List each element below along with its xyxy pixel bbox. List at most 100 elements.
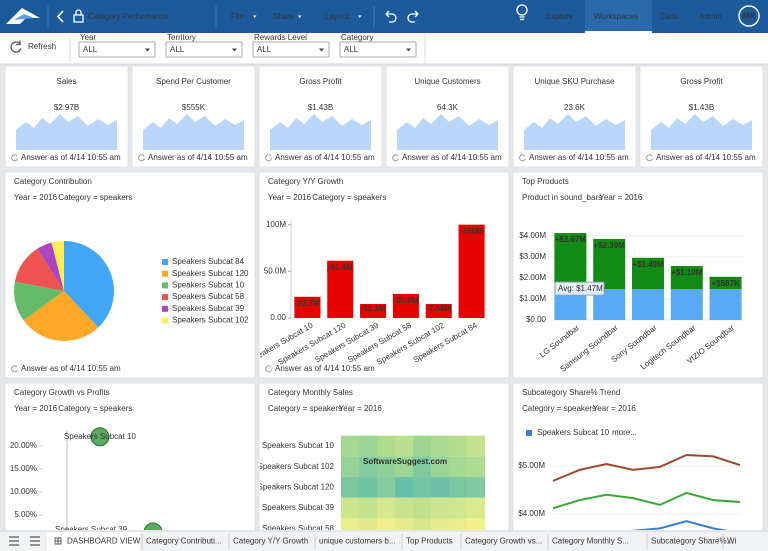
line-series[interactable]	[552, 491, 741, 510]
nav-link[interactable]: Data	[661, 12, 678, 21]
heatmap-cell[interactable]	[341, 497, 359, 519]
heatmap-cell[interactable]	[377, 477, 395, 498]
heatmap-cell[interactable]	[341, 435, 359, 457]
heatmap-cell[interactable]	[431, 435, 449, 457]
heatmap-cell[interactable]	[413, 435, 431, 457]
tab[interactable]: Subcategory Share%...	[651, 537, 733, 546]
pie-slice[interactable]	[64, 241, 114, 328]
heatmap-cell[interactable]	[431, 456, 449, 478]
bubble[interactable]	[143, 522, 163, 541]
heatmap-cell[interactable]	[377, 435, 395, 457]
heatmap-cell[interactable]	[377, 518, 395, 539]
filter-select[interactable]	[252, 41, 330, 58]
filter-select[interactable]	[339, 41, 417, 58]
heatmap-cell[interactable]	[467, 456, 485, 478]
panel-filter: Category = speakers	[268, 404, 342, 413]
heatmap-cell[interactable]	[359, 518, 377, 539]
heatmap-cell[interactable]	[449, 456, 467, 478]
pie-slice[interactable]	[51, 241, 64, 291]
heatmap-cell[interactable]	[395, 477, 413, 498]
bar[interactable]	[554, 233, 587, 290]
filter-select[interactable]	[78, 41, 156, 58]
bar-base[interactable]	[632, 289, 664, 320]
bubble[interactable]	[90, 427, 110, 447]
bar[interactable]	[458, 224, 485, 318]
tab[interactable]: Category Growth vs...	[465, 537, 542, 546]
heatmap-cell[interactable]	[431, 497, 449, 519]
heatmap-cell[interactable]	[413, 518, 431, 539]
heatmap-cell[interactable]	[359, 497, 377, 519]
heatmap-cell[interactable]	[449, 477, 467, 498]
heatmap-cell[interactable]	[449, 518, 467, 539]
bar[interactable]	[425, 310, 452, 318]
legend-label[interactable]: Speakers Subcat 10	[172, 281, 245, 290]
legend-more[interactable]: more...	[612, 428, 637, 437]
redo-button[interactable]	[407, 10, 419, 23]
pie-slice[interactable]	[14, 248, 65, 291]
tab[interactable]: Category Monthly S...	[552, 537, 629, 546]
legend-label[interactable]: Speakers Subcat 39	[172, 304, 245, 313]
heatmap-cell[interactable]	[413, 497, 431, 519]
menu-item[interactable]: Layout	[325, 12, 350, 21]
legend-label[interactable]: Speakers Subcat 84	[172, 257, 245, 266]
bar[interactable]	[709, 276, 742, 290]
refresh-button[interactable]: Refresh	[28, 42, 56, 51]
bar-base[interactable]	[670, 289, 703, 320]
heatmap-cell[interactable]	[377, 456, 395, 478]
legend-label[interactable]: Speakers Subcat 120	[172, 269, 249, 278]
pie-slice[interactable]	[14, 281, 64, 321]
filter-value: ALL	[83, 45, 98, 54]
bar[interactable]	[632, 257, 664, 290]
bar-base[interactable]	[709, 289, 742, 320]
nav-link[interactable]: Explore	[546, 12, 574, 21]
tab[interactable]: Category Y/Y Growth	[233, 537, 308, 546]
tab[interactable]: DASHBOARD VIEW	[67, 537, 141, 546]
heatmap-cell[interactable]	[341, 518, 359, 539]
legend-label[interactable]: Speakers Subcat 10	[537, 428, 610, 437]
menu-icon[interactable]	[30, 536, 40, 546]
heatmap-cell[interactable]	[395, 456, 413, 478]
legend-label[interactable]: Speakers Subcat 58	[172, 292, 245, 301]
bar[interactable]	[670, 266, 703, 290]
menu-item[interactable]: Share	[273, 12, 295, 21]
heatmap-cell[interactable]	[341, 456, 359, 478]
pie-slice[interactable]	[23, 291, 99, 341]
idea-button[interactable]	[516, 4, 528, 21]
heatmap-cell[interactable]	[467, 435, 485, 457]
heatmap-cell[interactable]	[359, 435, 377, 457]
heatmap-cell[interactable]	[341, 477, 359, 498]
nav-link[interactable]: Admin	[699, 12, 722, 21]
heatmap-cell[interactable]	[395, 518, 413, 539]
tab[interactable]: unique customers b...	[319, 537, 395, 546]
back-button[interactable]	[56, 10, 64, 23]
heatmap-cell[interactable]	[431, 477, 449, 498]
heatmap-cell[interactable]	[395, 497, 413, 519]
menu-item[interactable]: File	[231, 12, 244, 21]
heatmap-cell[interactable]	[377, 497, 395, 519]
heatmap-cell[interactable]	[449, 497, 467, 519]
heatmap-cell[interactable]	[395, 435, 413, 457]
heatmap-cell[interactable]	[431, 518, 449, 539]
heatmap-cell[interactable]	[467, 497, 485, 519]
tab[interactable]: Top Products	[406, 537, 453, 546]
avatar[interactable]	[738, 5, 760, 27]
pie-slice[interactable]	[37, 242, 64, 291]
legend-label[interactable]: Speakers Subcat 102	[172, 316, 249, 325]
line-series[interactable]	[553, 520, 740, 533]
undo-button[interactable]	[385, 10, 397, 23]
heatmap-cell[interactable]	[449, 435, 467, 457]
line-series[interactable]	[552, 453, 741, 482]
heatmap-cell[interactable]	[467, 477, 485, 498]
refresh-icon[interactable]	[10, 40, 22, 53]
bar[interactable]	[593, 238, 626, 290]
heatmap-cell[interactable]	[359, 456, 377, 478]
tab[interactable]: Category Contributi...	[146, 537, 222, 546]
heatmap-cell[interactable]	[359, 477, 377, 498]
heatmap-cell[interactable]	[413, 477, 431, 498]
heatmap-cell[interactable]	[413, 456, 431, 478]
filter-select[interactable]	[165, 41, 243, 58]
tab[interactable]: Wi	[727, 537, 737, 546]
heatmap-cell[interactable]	[467, 518, 485, 539]
nav-link[interactable]: Workspaces	[594, 12, 638, 21]
list-icon[interactable]	[9, 536, 19, 546]
